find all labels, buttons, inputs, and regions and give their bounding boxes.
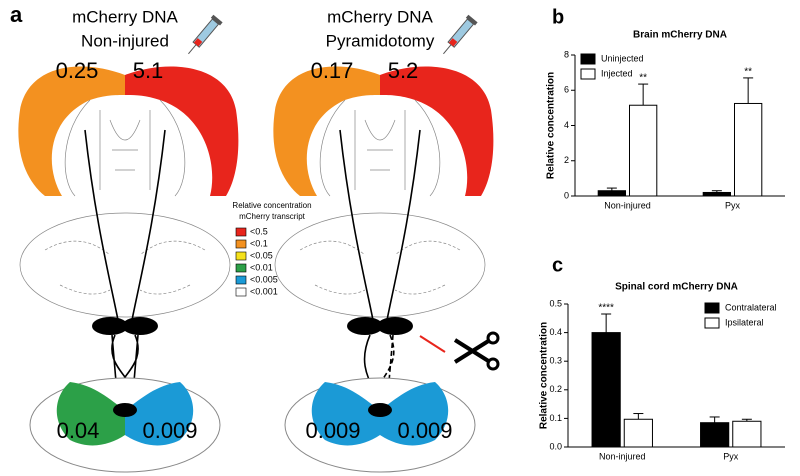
chart-title: Spinal cord mCherry DNA: [615, 282, 738, 293]
diagram-title: mCherry DNA: [72, 7, 178, 26]
significance-label: **: [639, 73, 647, 84]
cord-center: [113, 403, 137, 417]
y-tick-label: 0.5: [549, 298, 562, 308]
cord-value: 0.009: [397, 418, 452, 443]
y-tick-label: 6: [564, 85, 569, 95]
concentration-legend: Relative concentration mCherry transcrip…: [232, 201, 311, 296]
bar: [734, 102, 763, 197]
cortex-value: 5.2: [388, 58, 419, 83]
syringe: [188, 14, 223, 55]
x-tick-label: Non-injured: [599, 451, 646, 461]
legend-swatch: [235, 287, 247, 297]
medulla-detail: [299, 240, 461, 295]
cortex-value: 0.25: [56, 58, 99, 83]
bar: [623, 418, 653, 448]
y-tick-label: 0: [564, 190, 569, 200]
pyramid: [377, 317, 413, 335]
legend-swatch: [235, 227, 247, 237]
y-tick-label: 0.0: [549, 441, 562, 451]
x-tick-label: Pyx: [725, 200, 741, 210]
legend-swatch: [704, 302, 720, 314]
y-tick-label: 0.4: [549, 327, 562, 337]
y-tick-label: 8: [564, 49, 569, 59]
cord-right: [380, 382, 449, 446]
brain-outline: [64, 99, 186, 197]
y-tick-label: 0.1: [549, 413, 562, 423]
significance-label: **: [744, 67, 752, 78]
brain-diagram: mCherry DNA Non-injured 0.25 5.1 0.04 0.…: [18, 7, 239, 473]
legend-label: Injected: [601, 68, 633, 78]
bar: [591, 332, 621, 448]
y-tick-label: 0.2: [549, 384, 562, 394]
legend-label: <0.001: [250, 286, 278, 296]
legend-swatch: [235, 239, 247, 249]
legend-swatch: [580, 68, 596, 80]
legend-label: <0.1: [250, 238, 268, 248]
y-tick-label: 4: [564, 120, 569, 130]
syringe: [443, 14, 478, 55]
medulla-outline: [19, 212, 231, 318]
significance-label: ****: [598, 303, 614, 314]
chart-title: Brain mCherry DNA: [633, 30, 727, 41]
brain-diagram: mCherry DNA Pyramidotomy 0.17 5.2 0.009 …: [273, 7, 500, 473]
cortex-right: [125, 66, 239, 196]
pyramid: [122, 317, 158, 335]
pyramid: [347, 317, 383, 335]
legend-swatch: [580, 53, 596, 65]
brain-outline: [319, 99, 441, 197]
cord-value: 0.009: [142, 418, 197, 443]
legend-label: <0.01: [250, 262, 273, 272]
tract: [84, 129, 166, 406]
legend-label: <0.5: [250, 226, 268, 236]
y-tick-label: 2: [564, 155, 569, 165]
y-tick-label: 0.3: [549, 356, 562, 366]
y-axis-label: Relative concentration: [539, 322, 550, 429]
bar: [597, 190, 627, 197]
scissors: [453, 331, 500, 371]
legend-label: Ipsilateral: [725, 317, 764, 327]
cortex-left: [273, 66, 380, 196]
bar: [732, 420, 762, 448]
panel-label: c: [552, 254, 563, 276]
cord-center: [368, 403, 392, 417]
cord-left: [311, 382, 380, 446]
bar: [700, 422, 730, 448]
cord-right: [125, 382, 194, 446]
tract: [339, 129, 421, 406]
panel-label: a: [10, 2, 23, 27]
legend-label: Contralateral: [725, 302, 777, 312]
legend-swatch: [235, 275, 247, 285]
medulla-outline: [274, 212, 486, 318]
cord-value: 0.009: [305, 418, 360, 443]
bar: [702, 191, 732, 197]
x-tick-label: Pyx: [723, 451, 739, 461]
y-axis-label: Relative concentration: [546, 72, 557, 179]
medulla-detail: [44, 240, 206, 295]
legend-label: <0.005: [250, 274, 278, 284]
legend-title: Relative concentration: [232, 201, 311, 210]
pyramid: [92, 317, 128, 335]
cortex-left: [18, 66, 126, 196]
cord-value: 0.04: [57, 418, 100, 443]
cortex-value: 0.17: [311, 58, 354, 83]
legend-swatch: [235, 263, 247, 273]
cortex-value: 5.1: [133, 58, 164, 83]
diagram-title: Non-injured: [81, 31, 169, 50]
legend-title: mCherry transcript: [239, 212, 306, 221]
legend-swatch: [235, 251, 247, 261]
cortex-right: [380, 66, 494, 196]
legend-label: Uninjected: [601, 53, 644, 63]
cord-left: [56, 382, 126, 446]
cut-line: [419, 335, 446, 353]
diagram-title: mCherry DNA: [327, 7, 433, 26]
bar: [629, 104, 658, 197]
x-tick-label: Non-injured: [604, 200, 651, 210]
diagram-title: Pyramidotomy: [326, 31, 435, 50]
panel-label: b: [552, 6, 564, 28]
legend-label: <0.05: [250, 250, 273, 260]
legend-swatch: [704, 317, 720, 329]
